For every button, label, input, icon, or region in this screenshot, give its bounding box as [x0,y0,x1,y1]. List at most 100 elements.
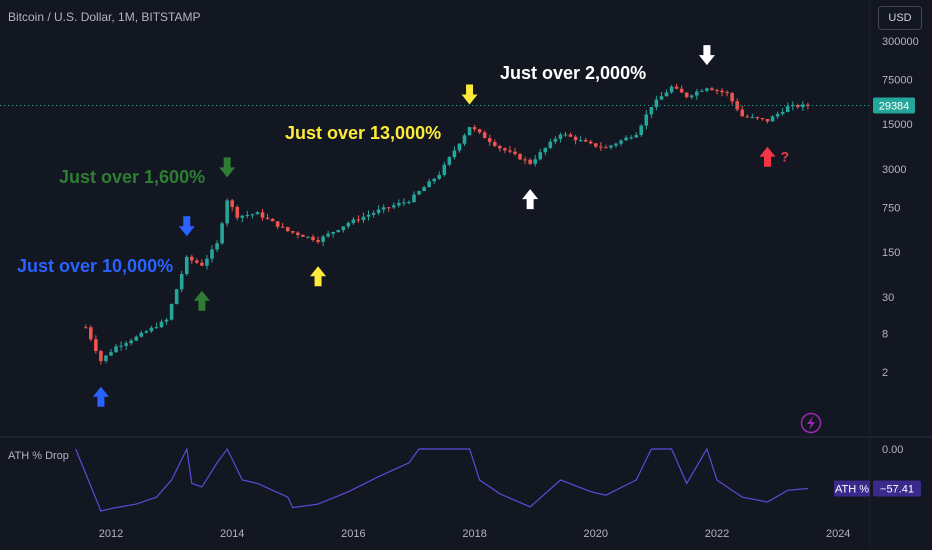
candle-body [493,142,497,146]
ath-drop-line [75,446,808,512]
candle-body [220,223,224,244]
candle-body [533,159,537,164]
candle-body [594,143,598,147]
y-tick-label: 75000 [882,75,913,87]
candle-body [609,145,613,148]
candle-body [296,232,300,236]
candle-body [346,223,351,227]
candle-body [583,139,588,142]
candle-body [482,132,487,139]
candle-body [518,154,522,160]
ath-badge-name-label: ATH % [835,484,869,496]
last-price-badge [873,97,915,114]
candle-body [109,352,113,356]
candle-body [270,218,275,222]
candle-body [230,200,234,207]
candle-body [437,174,442,179]
candle-body [255,212,260,215]
candle-body [659,96,664,100]
candle-body [715,90,719,92]
candle-body [634,135,638,138]
candle-body [523,159,527,161]
candle-body [291,231,295,233]
candle-body [104,355,108,362]
currency-button[interactable]: USD [878,6,922,30]
marker-up-arrow-green [193,290,210,311]
y-tick-label: 150 [882,247,900,259]
candle-body [250,214,255,216]
candle-body [528,159,532,164]
candle-body [265,217,270,219]
candle-body [427,181,431,188]
candle-body [467,127,472,136]
candle-body [760,118,765,120]
candle-body [280,226,285,228]
candle-body [129,340,133,344]
x-tick-label: 2022 [705,528,729,540]
candle-body [563,134,568,136]
x-tick-label: 2018 [462,528,486,540]
candle-body [275,221,280,227]
candle-body [553,138,558,142]
candle-body [624,137,628,141]
candle-body [775,113,780,117]
candle-body [285,227,290,232]
marker-down-arrow-white [698,45,715,66]
candle-body [695,91,699,96]
candle-body [412,194,416,203]
candle-body [144,331,149,333]
x-tick-label: 2016 [341,528,365,540]
marker-down-arrow-green [219,157,236,178]
candle-body [487,138,492,143]
candle-body [508,150,512,152]
candle-body [735,101,739,110]
y-tick-label: 30 [882,292,894,304]
candle-body [614,143,618,146]
candle-body [750,117,755,119]
candle-body [548,141,553,148]
candle-body [442,164,447,175]
candle-body [432,178,436,182]
candle-body [649,107,654,115]
candle-body [240,215,245,218]
marker-note: ? [781,149,790,165]
candle-body [629,137,633,139]
indicator-y-tick: 0.00 [882,444,903,456]
candle-body [730,93,734,102]
candle-body [599,146,603,148]
annotation-white: Just over 2,000% [500,63,646,83]
candle-body [306,236,310,238]
candle-body [119,345,123,347]
candle-body [215,243,219,250]
lightning-icon[interactable] [800,412,822,434]
candle-body [174,289,179,305]
candle-body [210,249,214,259]
candle-body [720,90,724,93]
candle-body [351,219,356,224]
candle-body [159,321,164,328]
candle-body [801,104,805,108]
x-tick-label: 2024 [826,528,850,540]
candle-body [785,106,790,112]
candle-body [260,212,265,218]
candle-body [361,216,366,221]
candle-body [89,327,93,340]
candle-body [99,351,103,362]
candle-body [149,327,154,332]
annotation-green: Just over 1,600% [59,167,205,187]
candle-body [684,92,689,98]
candle-body [568,134,573,137]
ath-badge-name [834,480,870,497]
candle-body [796,105,800,108]
symbol-title: Bitcoin / U.S. Dollar, 1M, BITSTAMP [8,10,201,24]
candle-body [124,343,128,346]
candle-body [654,99,659,108]
candle-body [740,109,745,117]
candle-body [407,202,411,204]
candle-body [745,116,750,118]
candle-body [513,151,517,155]
candle-body [644,114,649,126]
candle-body [472,127,477,130]
candle-body [689,95,694,98]
candle-body [169,304,174,320]
